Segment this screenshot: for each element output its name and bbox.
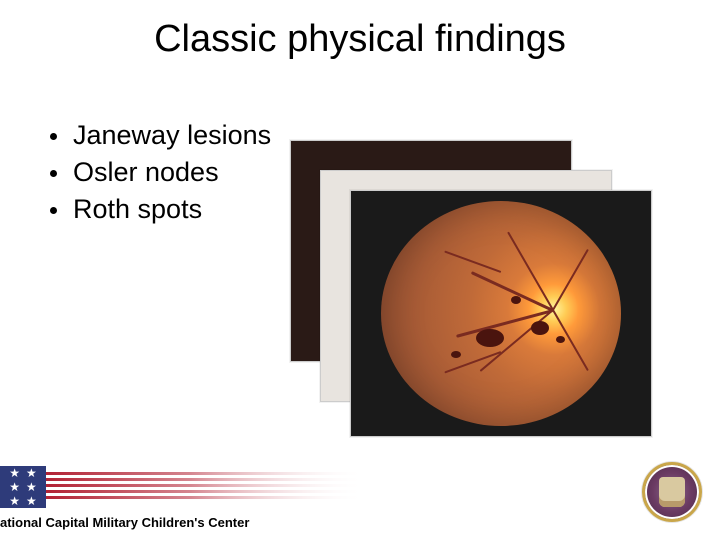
seal-shield-icon xyxy=(659,477,685,507)
bullet-dot-icon xyxy=(50,170,57,177)
bullet-text: Osler nodes xyxy=(73,157,219,188)
slide-title: Classic physical findings xyxy=(0,18,720,61)
bullet-dot-icon xyxy=(50,133,57,140)
footer-flag-bar: ★★★★★★ xyxy=(0,466,720,506)
list-item: Roth spots xyxy=(50,194,271,225)
flag-canton-icon: ★★★★★★ xyxy=(0,466,46,508)
list-item: Janeway lesions xyxy=(50,120,271,151)
footer-text: ational Capital Military Children's Cent… xyxy=(0,515,249,530)
flag-stripes-icon xyxy=(46,472,366,502)
bullet-text: Janeway lesions xyxy=(73,120,271,151)
slide: Classic physical findings Janeway lesion… xyxy=(0,0,720,540)
list-item: Osler nodes xyxy=(50,157,271,188)
fundus-illustration xyxy=(381,201,621,426)
bullet-text: Roth spots xyxy=(73,194,202,225)
organization-seal-icon xyxy=(642,462,702,522)
image-stack xyxy=(280,140,660,440)
clinical-image-3-fundus xyxy=(350,190,652,437)
bullet-list: Janeway lesions Osler nodes Roth spots xyxy=(50,120,271,231)
bullet-dot-icon xyxy=(50,207,57,214)
